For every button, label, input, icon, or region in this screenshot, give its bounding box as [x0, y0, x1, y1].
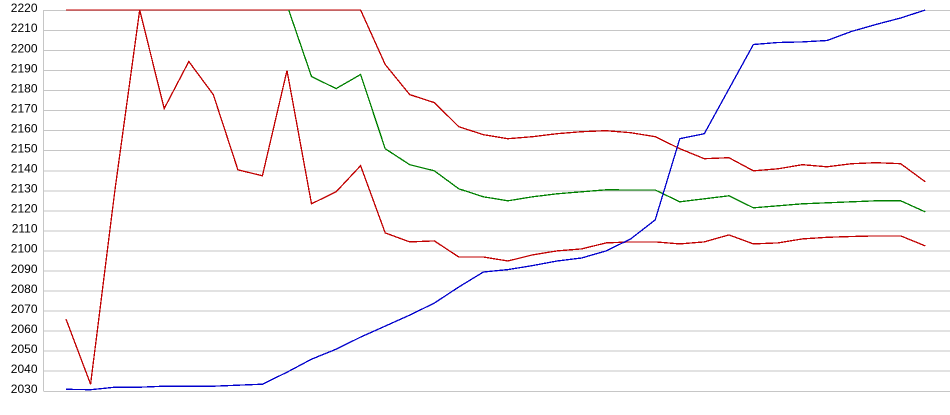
svg-text:2110: 2110 [12, 222, 38, 236]
svg-text:2150: 2150 [11, 142, 38, 156]
svg-text:2160: 2160 [11, 122, 38, 136]
svg-text:2210: 2210 [11, 21, 38, 35]
svg-text:2140: 2140 [11, 162, 38, 176]
svg-text:2050: 2050 [11, 342, 38, 356]
svg-text:2070: 2070 [11, 302, 38, 316]
svg-text:2030: 2030 [11, 382, 38, 396]
svg-text:2170: 2170 [11, 101, 38, 115]
svg-text:2120: 2120 [11, 202, 38, 216]
svg-text:2220: 2220 [11, 1, 38, 15]
svg-text:2040: 2040 [11, 362, 38, 376]
svg-text:2060: 2060 [11, 322, 38, 336]
svg-text:2080: 2080 [11, 282, 38, 296]
svg-text:2180: 2180 [11, 81, 38, 95]
svg-text:2200: 2200 [11, 41, 38, 55]
svg-text:2190: 2190 [11, 61, 38, 75]
svg-text:2100: 2100 [11, 242, 38, 256]
svg-text:2090: 2090 [11, 262, 38, 276]
svg-text:2130: 2130 [11, 182, 38, 196]
